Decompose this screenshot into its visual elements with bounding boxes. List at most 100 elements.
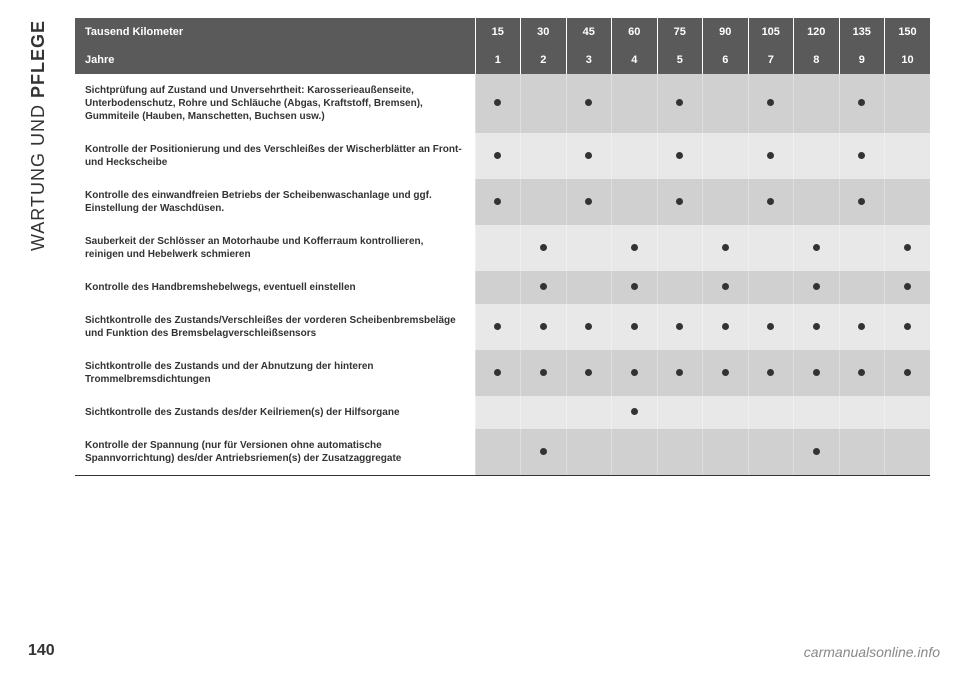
dot-icon [858,152,865,159]
header-value: 6 [703,46,749,74]
dot-icon [858,369,865,376]
row-value [612,304,658,350]
table-row: Sichtkontrolle des Zustands und der Abnu… [75,350,930,396]
row-value [885,304,931,350]
header-value: 2 [521,46,567,74]
row-value [612,429,658,476]
row-value [657,271,703,304]
row-value [612,225,658,271]
dot-icon [722,369,729,376]
row-value [521,304,567,350]
dot-icon [767,99,774,106]
dot-icon [676,323,683,330]
dot-icon [631,244,638,251]
row-value [703,396,749,429]
row-value [748,304,794,350]
row-value [794,74,840,133]
row-value [475,133,521,179]
maintenance-table: Tausend Kilometer15304560759010512013515… [75,18,930,476]
row-value [566,271,612,304]
row-value [612,271,658,304]
row-value [612,350,658,396]
dot-icon [631,283,638,290]
header-label: Tausend Kilometer [75,18,475,46]
row-value [521,429,567,476]
dot-icon [676,198,683,205]
header-value: 150 [885,18,931,46]
dot-icon [494,323,501,330]
table-row: Sichtprüfung auf Zustand und Unversehrth… [75,74,930,133]
row-value [794,350,840,396]
row-value [839,225,885,271]
row-value [748,225,794,271]
header-value: 45 [566,18,612,46]
row-value [748,179,794,225]
row-value [748,74,794,133]
dot-icon [813,323,820,330]
dot-icon [904,323,911,330]
header-value: 120 [794,18,840,46]
row-value [521,350,567,396]
header-value: 15 [475,18,521,46]
row-value [657,429,703,476]
row-label: Sichtkontrolle des Zustands des/der Keil… [75,396,475,429]
row-value [521,74,567,133]
table-row: Kontrolle des einwandfreien Betriebs der… [75,179,930,225]
row-value [703,74,749,133]
dot-icon [767,323,774,330]
row-value [657,304,703,350]
page-number: 140 [28,642,55,660]
row-value [839,429,885,476]
row-value [839,179,885,225]
row-label: Kontrolle des Handbremshebelwegs, eventu… [75,271,475,304]
dot-icon [813,283,820,290]
row-value [794,429,840,476]
row-value [885,133,931,179]
dot-icon [540,323,547,330]
header-value: 90 [703,18,749,46]
row-value [566,304,612,350]
row-value [657,179,703,225]
row-label: Kontrolle der Positionierung und des Ver… [75,133,475,179]
row-value [475,304,521,350]
header-value: 30 [521,18,567,46]
row-value [748,396,794,429]
dot-icon [585,198,592,205]
row-value [475,396,521,429]
row-value [566,396,612,429]
header-value: 105 [748,18,794,46]
table-header-row: Tausend Kilometer15304560759010512013515… [75,18,930,46]
row-value [475,74,521,133]
row-value [839,133,885,179]
dot-icon [722,244,729,251]
row-value [566,429,612,476]
row-value [839,74,885,133]
row-label: Sauberkeit der Schlösser an Motorhaube u… [75,225,475,271]
row-value [703,225,749,271]
row-value [612,396,658,429]
row-value [475,350,521,396]
row-value [521,133,567,179]
row-label: Sichtkontrolle des Zustands und der Abnu… [75,350,475,396]
dot-icon [722,323,729,330]
row-value [748,350,794,396]
section-label: WARTUNG UND PFLEGE [28,20,49,251]
row-value [748,429,794,476]
dot-icon [631,408,638,415]
row-value [794,225,840,271]
row-value [839,396,885,429]
row-value [657,350,703,396]
dot-icon [676,99,683,106]
dot-icon [540,369,547,376]
dot-icon [904,283,911,290]
row-value [794,133,840,179]
section-label-normal: WARTUNG UND [28,98,48,251]
row-value [748,133,794,179]
row-value [566,350,612,396]
row-label: Sichtprüfung auf Zustand und Unversehrth… [75,74,475,133]
row-value [612,74,658,133]
row-value [521,179,567,225]
row-value [612,133,658,179]
dot-icon [631,323,638,330]
row-value [612,179,658,225]
